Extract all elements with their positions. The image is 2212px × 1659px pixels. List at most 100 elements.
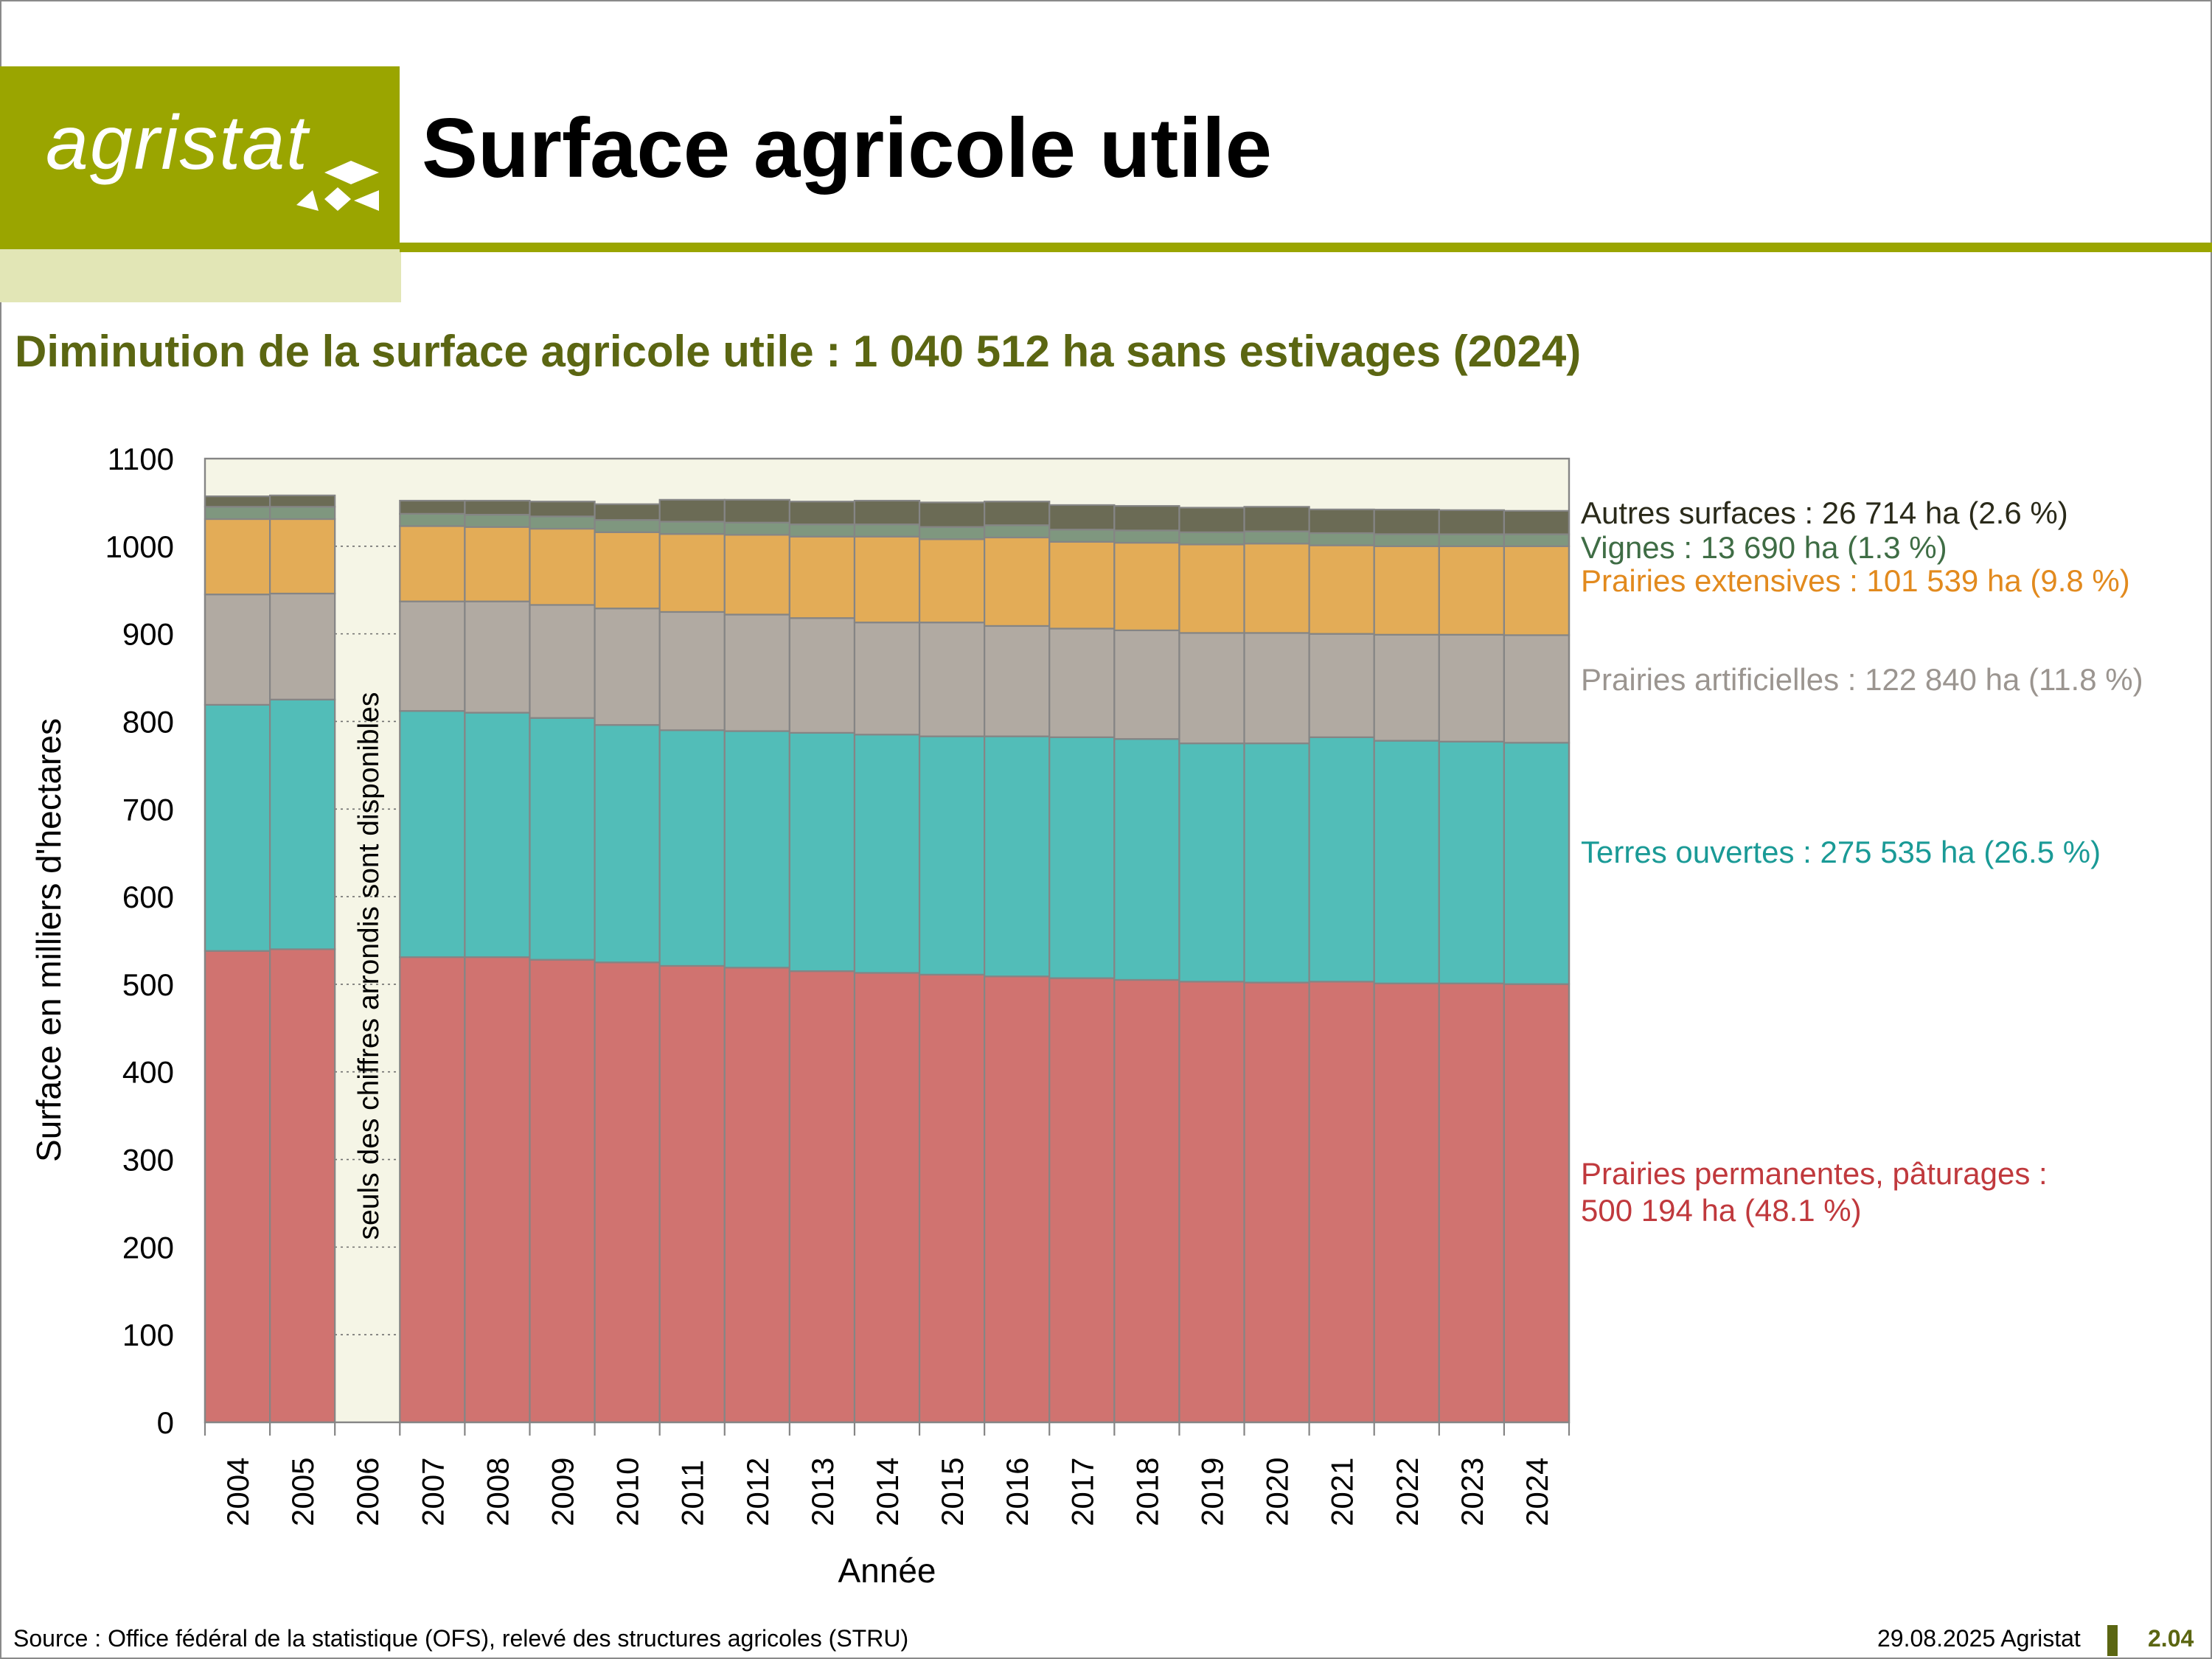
x-tick-label: 2009 xyxy=(546,1458,580,1526)
bar-segment xyxy=(853,499,921,526)
x-tick-label: 2007 xyxy=(415,1458,450,1526)
bar-segment xyxy=(723,521,790,536)
bar-segment xyxy=(204,518,271,596)
bar-segment xyxy=(723,498,790,524)
bar-segment xyxy=(1178,632,1245,745)
bar-segment xyxy=(788,731,856,973)
bar-segment xyxy=(1048,504,1116,531)
header-rule xyxy=(400,243,2212,252)
series-label: Terres ouvertes : 275 535 ha (26.5 %) xyxy=(1581,835,2101,869)
bar-segment xyxy=(529,717,596,961)
x-tick-label: 2024 xyxy=(1520,1458,1554,1526)
bar-segment xyxy=(723,613,790,732)
bar-segment xyxy=(918,735,986,975)
bar-segment xyxy=(853,535,921,624)
bar-segment xyxy=(658,498,726,523)
bar-segment xyxy=(399,512,466,527)
x-tick-label: 2012 xyxy=(740,1458,775,1526)
logo-text: agristat xyxy=(46,100,310,186)
bar-segment xyxy=(1113,505,1180,532)
x-tick-label: 2018 xyxy=(1130,1458,1164,1526)
bar-segment xyxy=(1048,529,1116,543)
bar-segment xyxy=(399,525,466,602)
bar-segment xyxy=(1438,545,1506,636)
bar-segment xyxy=(1178,543,1245,634)
bar-segment xyxy=(1113,629,1180,740)
bar-segment xyxy=(918,501,986,528)
bar-segment xyxy=(658,521,726,535)
bar-segment xyxy=(918,622,986,737)
series-label: Autres surfaces : 26 714 ha (2.6 %) xyxy=(1581,495,2068,530)
bar-segment xyxy=(1113,978,1180,1424)
bar-segment xyxy=(594,724,661,964)
bar-segment xyxy=(658,533,726,613)
bar-segment xyxy=(1178,531,1245,546)
bar-segment xyxy=(1113,738,1180,981)
x-tick-label: 2008 xyxy=(480,1458,515,1526)
bar-segment xyxy=(1438,533,1506,547)
y-tick-label: 0 xyxy=(157,1405,174,1440)
bar-segment xyxy=(529,604,596,719)
bar-segment xyxy=(594,503,661,521)
bar-segment xyxy=(1308,508,1375,535)
page-title: Surface agricole utile xyxy=(422,102,1273,195)
bar-segment xyxy=(853,734,921,974)
bar-segment xyxy=(1178,981,1245,1424)
bar-segment xyxy=(918,526,986,540)
bar-segment xyxy=(464,499,531,516)
gap-note: seuls des chiffres arrondis sont disponi… xyxy=(353,692,385,1240)
bar-segment xyxy=(984,625,1051,737)
logo-underlay xyxy=(0,249,401,302)
bar-segment xyxy=(399,710,466,959)
bar-segment xyxy=(984,735,1051,978)
bar-segment xyxy=(529,515,596,530)
x-tick-label: 2019 xyxy=(1194,1458,1229,1526)
bar-segment xyxy=(1503,533,1571,547)
bar-segment xyxy=(918,973,986,1424)
bar-segment xyxy=(464,513,531,528)
bar-segment xyxy=(1113,541,1180,631)
bar-segment xyxy=(1373,633,1440,742)
bar-segment xyxy=(723,730,790,969)
bar-segment xyxy=(1048,977,1116,1424)
bar-segment xyxy=(204,950,271,1424)
agristat-logo xyxy=(0,66,400,249)
bar-segment xyxy=(1438,982,1506,1424)
bar-segment xyxy=(1113,529,1180,544)
bar-segment xyxy=(788,970,856,1424)
bar-segment xyxy=(723,967,790,1424)
bar-segment xyxy=(788,524,856,538)
bar-segment xyxy=(853,622,921,736)
bar-segment xyxy=(1438,509,1506,535)
bar-segment xyxy=(788,501,856,526)
bar-segment xyxy=(1373,545,1440,636)
bar-segment xyxy=(1243,632,1310,745)
bar-segment xyxy=(594,608,661,726)
bar-segment xyxy=(853,972,921,1424)
bar-segment xyxy=(204,594,271,706)
y-tick-label: 500 xyxy=(122,967,174,1002)
x-tick-label: 2015 xyxy=(935,1458,970,1526)
bar-segment xyxy=(1243,506,1310,532)
bar-segment xyxy=(529,501,596,518)
bar-segment xyxy=(1178,507,1245,533)
bar-segment xyxy=(268,518,336,595)
y-tick-label: 700 xyxy=(122,792,174,827)
series-label: Prairies permanentes, pâturages : xyxy=(1581,1156,2048,1191)
series-label: 500 194 ha (48.1 %) xyxy=(1581,1193,1862,1228)
bar-segment xyxy=(268,592,336,700)
y-tick-label: 100 xyxy=(122,1318,174,1352)
bar-segment xyxy=(658,611,726,731)
bar-segment xyxy=(1308,633,1375,738)
x-axis-title: Année xyxy=(838,1551,936,1590)
bar-segment xyxy=(399,600,466,712)
footer-date: 29.08.2025 Agristat xyxy=(1877,1625,2081,1652)
series-label: Prairies extensives : 101 539 ha (9.8 %) xyxy=(1581,563,2130,598)
bar-segment xyxy=(1503,545,1571,636)
x-tick-label: 2021 xyxy=(1325,1458,1360,1526)
bar-segment xyxy=(204,703,271,952)
bar-segment xyxy=(1438,740,1506,984)
x-tick-label: 2020 xyxy=(1260,1458,1295,1526)
